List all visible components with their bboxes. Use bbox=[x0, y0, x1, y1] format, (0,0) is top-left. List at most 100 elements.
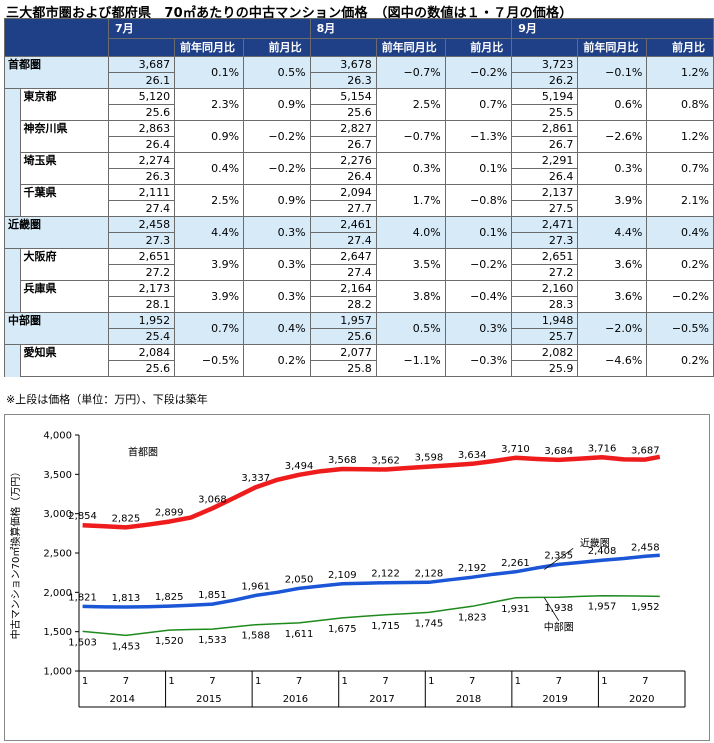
yoy-cell: 3.9% bbox=[174, 248, 245, 281]
data-label: 2,192 bbox=[458, 563, 487, 574]
yoy-cell: 3.9% bbox=[174, 280, 245, 313]
price-cell: 3,723 bbox=[511, 56, 579, 73]
x-month-label: 1 bbox=[428, 676, 434, 687]
age-cell: 25.6 bbox=[309, 104, 377, 121]
age-cell: 28.2 bbox=[309, 296, 377, 313]
table-note: ※上段は価格（単位：万円）、下段は築年 bbox=[6, 393, 208, 406]
line-chart: 1,000 1,500 2,000 2,500 3,000 3,500 4,000 中古マンシ… bbox=[9, 431, 686, 708]
yoy-cell: −0.7% bbox=[375, 56, 446, 89]
price-cell: 2,094 bbox=[309, 184, 377, 201]
yoy-cell: 0.6% bbox=[577, 88, 648, 121]
data-label: 2,122 bbox=[371, 569, 400, 580]
data-label: 1,453 bbox=[112, 641, 141, 652]
mom-cell: −0.2% bbox=[646, 280, 714, 313]
data-label: 1,813 bbox=[112, 593, 141, 604]
prefecture-name: 東京都 bbox=[19, 88, 109, 121]
series-line bbox=[82, 594, 660, 637]
table-row: 兵庫県 2,173 3.9% 0.3% 2,164 3.8% −0.4% 2,160 3.6% −… bbox=[4, 280, 714, 313]
data-label: 1,938 bbox=[544, 603, 573, 614]
yoy-cell: 0.3% bbox=[577, 152, 648, 185]
data-label: 2,109 bbox=[328, 570, 357, 581]
data-label: 1,611 bbox=[285, 629, 314, 640]
price-cell: 1,948 bbox=[511, 312, 579, 329]
data-label: 3,716 bbox=[588, 443, 617, 454]
mom-cell: −0.3% bbox=[444, 344, 513, 377]
price-cell: 2,863 bbox=[107, 120, 176, 137]
mom-col-header: 前月比 bbox=[243, 38, 311, 57]
age-cell: 26.3 bbox=[107, 168, 176, 185]
mom-cell: 0.8% bbox=[646, 88, 714, 121]
region-indent bbox=[4, 344, 21, 377]
x-year-label: 2014 bbox=[110, 694, 135, 705]
age-cell: 25.4 bbox=[107, 328, 176, 345]
age-cell: 27.5 bbox=[511, 200, 579, 217]
age-cell: 27.3 bbox=[107, 232, 176, 249]
age-cell: 27.3 bbox=[511, 232, 579, 249]
chart-panel: 1,000 1,500 2,000 2,500 3,000 3,500 4,000 中古マンシ… bbox=[4, 414, 710, 741]
y-tick-label: 1,500 bbox=[43, 627, 72, 638]
price-col-header bbox=[511, 38, 579, 57]
mom-col-header: 前月比 bbox=[646, 38, 714, 57]
price-cell: 2,274 bbox=[107, 152, 176, 169]
price-cell: 2,471 bbox=[511, 216, 579, 233]
data-label: 3,494 bbox=[285, 461, 314, 472]
x-month-label: 1 bbox=[342, 676, 348, 687]
price-cell: 2,137 bbox=[511, 184, 579, 201]
y-tick-label: 2,500 bbox=[43, 549, 72, 560]
yoy-cell: 2.5% bbox=[174, 184, 245, 217]
price-cell: 2,160 bbox=[511, 280, 579, 297]
data-label: 3,710 bbox=[501, 444, 530, 455]
prefecture-name: 愛知県 bbox=[19, 344, 109, 377]
data-label: 1,952 bbox=[631, 602, 660, 613]
data-label: 3,568 bbox=[328, 455, 357, 466]
mom-cell: 1.2% bbox=[646, 120, 714, 153]
x-year-label: 2015 bbox=[196, 694, 221, 705]
mom-cell: −0.8% bbox=[444, 184, 513, 217]
price-cell: 5,120 bbox=[107, 88, 176, 105]
x-month-label: 7 bbox=[296, 676, 302, 687]
mom-cell: −0.5% bbox=[646, 312, 714, 345]
yoy-cell: 2.3% bbox=[174, 88, 245, 121]
yoy-cell: 0.1% bbox=[174, 56, 245, 89]
mom-cell: 0.4% bbox=[243, 312, 311, 345]
mom-cell: −0.2% bbox=[243, 152, 311, 185]
price-col-header bbox=[309, 38, 377, 57]
month-header: 7月 bbox=[107, 18, 311, 39]
age-cell: 26.2 bbox=[511, 72, 579, 89]
data-label: 2,408 bbox=[588, 546, 617, 557]
table-row: 26.1 26.3 26.2 bbox=[5, 72, 714, 89]
data-label: 1,520 bbox=[155, 636, 184, 647]
x-month-label: 7 bbox=[209, 676, 215, 687]
x-month-label: 1 bbox=[601, 676, 607, 687]
region-name: 首都圏 bbox=[4, 56, 109, 89]
age-cell: 26.7 bbox=[511, 136, 579, 153]
x-month-label: 7 bbox=[123, 676, 129, 687]
data-label: 3,684 bbox=[544, 446, 573, 457]
age-cell: 28.1 bbox=[107, 296, 176, 313]
data-label: 1,533 bbox=[198, 635, 227, 646]
price-cell: 2,173 bbox=[107, 280, 176, 297]
age-cell: 25.9 bbox=[511, 360, 579, 377]
mom-cell: −0.4% bbox=[444, 280, 513, 313]
data-label: 1,931 bbox=[501, 604, 530, 615]
yoy-cell: 4.0% bbox=[375, 216, 446, 249]
y-tick-label: 1,000 bbox=[43, 667, 72, 678]
age-cell: 26.4 bbox=[511, 168, 579, 185]
yoy-col-header: 前年同月比 bbox=[174, 38, 245, 57]
x-year-label: 2019 bbox=[542, 694, 567, 705]
x-month-label: 1 bbox=[168, 676, 174, 687]
price-cell: 2,651 bbox=[511, 248, 579, 265]
data-label: 1,588 bbox=[241, 631, 270, 642]
leader-line bbox=[544, 547, 574, 570]
mom-cell: 0.9% bbox=[243, 88, 311, 121]
age-cell: 25.6 bbox=[107, 360, 176, 377]
table-row: 25.6 25.8 25.9 bbox=[5, 360, 714, 377]
data-label: 3,634 bbox=[458, 450, 487, 461]
mom-cell: 0.3% bbox=[243, 280, 311, 313]
x-year-label: 2018 bbox=[456, 694, 481, 705]
age-cell: 28.3 bbox=[511, 296, 579, 313]
mom-cell: 0.3% bbox=[444, 312, 513, 345]
month-header: 8月 bbox=[309, 18, 513, 39]
price-cell: 1,957 bbox=[309, 312, 377, 329]
table-row: 近畿圏 2,458 4.4% 0.3% 2,461 4.0% 0.1% 2,471 4.4% 0.… bbox=[4, 216, 714, 249]
